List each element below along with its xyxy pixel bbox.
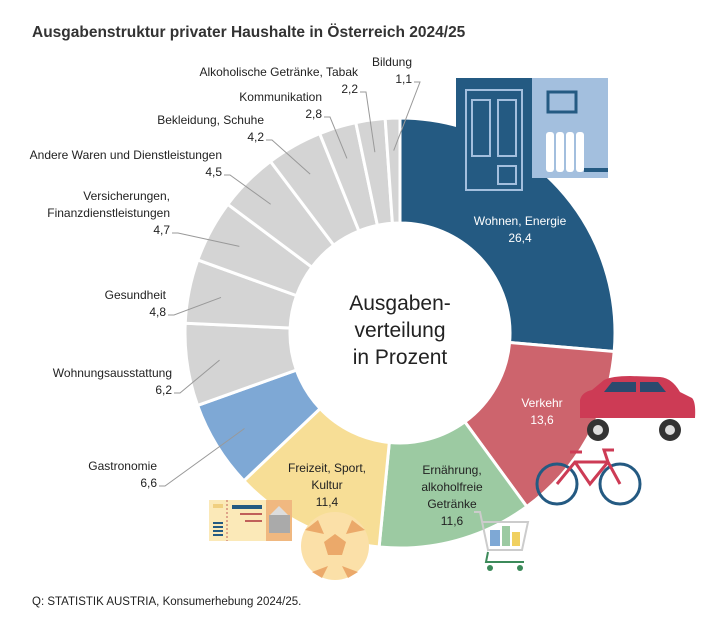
value-label: 4,7	[153, 223, 170, 237]
category-label: Verkehr	[521, 396, 563, 410]
category-label: Kommunikation	[239, 90, 322, 104]
shopping-cart-icon	[474, 511, 530, 571]
segment-label: Bildung 1,1	[372, 54, 412, 88]
value-label: 26,4	[508, 231, 532, 245]
category-label: Wohnungsausstattung	[52, 366, 172, 380]
category-label: Bildung	[371, 55, 412, 69]
leader-line	[159, 428, 245, 487]
value-label: 4,5	[205, 165, 222, 179]
chart-title: Ausgabenstruktur privater Haushalte in Ö…	[32, 24, 466, 41]
category-label: Bekleidung, Schuhe	[157, 113, 264, 127]
category-label: Getränke	[427, 497, 477, 511]
value-label: 2,8	[305, 107, 322, 121]
category-label: Versicherungen,	[83, 189, 170, 203]
leader-line	[224, 174, 271, 205]
value-label: 2,2	[341, 82, 358, 96]
center-label-line: Ausgaben-	[349, 292, 451, 315]
bicycle-icon	[535, 448, 642, 506]
value-label: 1,1	[395, 72, 412, 86]
leader-line	[168, 296, 222, 316]
leader-line	[393, 81, 421, 151]
football-icon	[301, 512, 369, 580]
value-label: 13,6	[530, 413, 554, 427]
category-label: alkoholfreie	[421, 480, 483, 494]
center-label-line: in Prozent	[352, 346, 448, 369]
segment-label: Alkoholische Getränke, Tabak 2,2	[199, 64, 358, 98]
ticket-icon	[209, 500, 292, 541]
segment-label: Andere Waren und Dienstleistungen 4,5	[30, 147, 222, 181]
category-label: Gesundheit	[104, 288, 166, 302]
leader-line	[172, 232, 240, 247]
segment-label: Gastronomie 6,6	[88, 458, 157, 492]
segment-label: Wohnungsausstattung 6,2	[53, 365, 172, 399]
center-label-line: verteilung	[354, 319, 446, 342]
segment-label-inside: Wohnen, Energie 26,4	[474, 213, 567, 247]
house-energy-icon	[456, 78, 608, 192]
segment-label-inside: Ernährung, alkoholfreie Getränke 11,6	[421, 462, 482, 530]
category-label: Ernährung,	[422, 463, 482, 477]
leader-line	[324, 116, 348, 159]
value-label: 4,2	[247, 130, 264, 144]
category-label: Finanzdienstleistungen	[47, 206, 170, 220]
source-note: Q: STATISTIK AUSTRIA, Konsumerhebung 202…	[32, 596, 302, 608]
segment-label: Kommunikation 2,8	[239, 89, 322, 123]
leader-line	[174, 359, 220, 394]
category-label: Wohnen, Energie	[473, 214, 567, 228]
value-label: 6,6	[140, 476, 157, 490]
value-label: 4,8	[149, 305, 166, 319]
leader-line	[266, 139, 311, 175]
category-label: Freizeit, Sport,	[287, 461, 367, 475]
car-icon	[580, 376, 696, 441]
segment-label-inside: Verkehr 13,6	[521, 395, 562, 429]
value-label: 11,4	[315, 495, 339, 509]
segment-label: Gesundheit 4,8	[105, 287, 166, 321]
category-label: Alkoholische Getränke, Tabak	[199, 65, 358, 79]
segment-label: Bekleidung, Schuhe 4,2	[157, 112, 264, 146]
center-label: Ausgaben- verteilung in Prozent	[349, 290, 451, 371]
segment-label-inside: Freizeit, Sport, Kultur 11,4	[288, 460, 366, 511]
segment-label: Versicherungen, Finanzdienstleistungen 4,7	[47, 188, 170, 239]
category-label: Kultur	[311, 478, 343, 492]
value-label: 6,2	[155, 383, 172, 397]
category-label: Gastronomie	[88, 459, 157, 473]
category-label: Andere Waren und Dienstleistungen	[29, 148, 222, 162]
leader-line	[360, 91, 376, 153]
value-label: 11,6	[440, 514, 464, 528]
